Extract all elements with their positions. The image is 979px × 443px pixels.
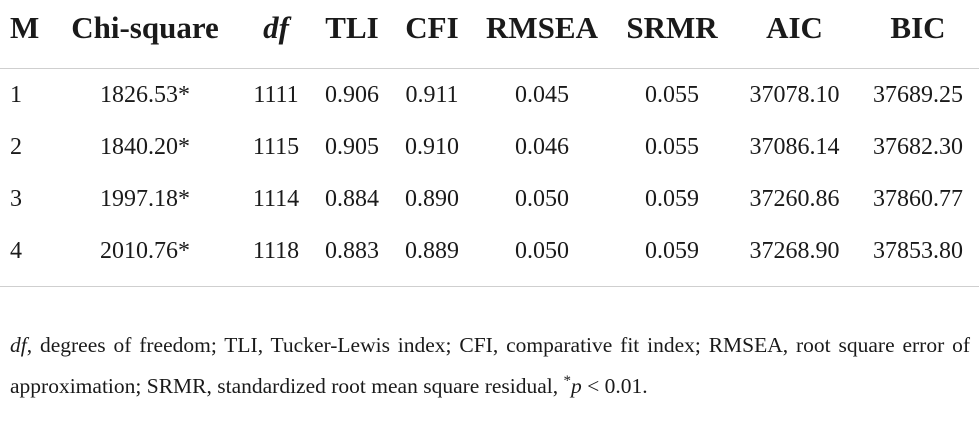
cell-rmsea: 0.046: [515, 133, 569, 160]
cell-rmsea: 0.045: [515, 81, 569, 108]
cell-srmr: 0.055: [645, 133, 699, 160]
cell-df: 1118: [252, 237, 300, 264]
cell-rmsea: 0.050: [515, 185, 569, 212]
cell-model: 3: [10, 185, 22, 212]
table-header: M Chi-square df TLI CFI RMSEA SRMR AIC B…: [0, 0, 979, 56]
cell-aic: 37086.14: [749, 133, 840, 160]
header-cfi: CFI: [405, 10, 459, 45]
fit-indices-table: M Chi-square df TLI CFI RMSEA SRMR AIC B…: [0, 0, 979, 287]
footnote-df-term: df: [10, 333, 27, 357]
cell-srmr: 0.059: [645, 237, 699, 264]
cell-rmsea: 0.050: [515, 237, 569, 264]
cell-srmr: 0.059: [645, 185, 699, 212]
header-srmr: SRMR: [626, 10, 718, 45]
footnote-p-threshold: < 0.01.: [581, 374, 648, 399]
table-row: 1 1826.53* 1111 0.906 0.911 0.045 0.055 …: [0, 69, 979, 121]
cell-df: 1111: [253, 81, 299, 108]
cell-cfi: 0.890: [405, 185, 459, 212]
cell-cfi: 0.911: [405, 81, 459, 108]
footnote-significance-star: *: [563, 373, 572, 389]
header-model: M: [10, 10, 40, 45]
cell-chi-square: 1840.20*: [100, 133, 190, 160]
bottom-divider: [0, 286, 979, 287]
cell-model: 4: [10, 237, 22, 264]
header-df: df: [263, 10, 289, 45]
footnote-definitions: , degrees of freedom; TLI, Tucker-Lewis …: [10, 333, 970, 399]
header-bic: BIC: [890, 10, 946, 45]
cell-tli: 0.883: [325, 237, 379, 264]
cell-cfi: 0.889: [405, 237, 459, 264]
cell-bic: 37860.77: [873, 185, 963, 212]
cell-srmr: 0.055: [645, 81, 699, 108]
cell-tli: 0.906: [325, 81, 379, 108]
table-row: 4 2010.76* 1118 0.883 0.889 0.050 0.059 …: [0, 225, 979, 277]
cell-tli: 0.905: [325, 133, 379, 160]
cell-model: 1: [10, 81, 22, 108]
table-row: 3 1997.18* 1114 0.884 0.890 0.050 0.059 …: [0, 173, 979, 225]
cell-tli: 0.884: [325, 185, 379, 212]
fit-table: M Chi-square df TLI CFI RMSEA SRMR AIC B…: [0, 0, 979, 287]
cell-aic: 37260.86: [749, 185, 840, 212]
header-rule-row: [0, 56, 979, 69]
header-aic: AIC: [766, 10, 823, 45]
cell-chi-square: 1826.53*: [100, 81, 190, 108]
cell-df: 1115: [252, 133, 300, 160]
table-row: 2 1840.20* 1115 0.905 0.910 0.046 0.055 …: [0, 121, 979, 173]
header-row: M Chi-square df TLI CFI RMSEA SRMR AIC B…: [0, 0, 979, 56]
cell-chi-square: 2010.76*: [100, 237, 190, 264]
cell-model: 2: [10, 133, 22, 160]
cell-aic: 37078.10: [749, 81, 840, 108]
header-rmsea: RMSEA: [486, 10, 598, 45]
cell-chi-square: 1997.18*: [100, 185, 190, 212]
table-body: 1 1826.53* 1111 0.906 0.911 0.045 0.055 …: [0, 56, 979, 287]
cell-bic: 37682.30: [873, 133, 963, 160]
cell-bic: 37689.25: [873, 81, 963, 108]
header-tli: TLI: [325, 10, 379, 45]
header-divider: [0, 68, 979, 69]
cell-aic: 37268.90: [749, 237, 840, 264]
cell-bic: 37853.80: [873, 237, 963, 264]
header-chi-square: Chi-square: [71, 10, 219, 45]
cell-df: 1114: [252, 185, 300, 212]
table-footnote: df, degrees of freedom; TLI, Tucker-Lewi…: [10, 327, 970, 404]
footnote-p-term: p: [571, 374, 582, 399]
cell-cfi: 0.910: [405, 133, 459, 160]
footer-rule-row: [0, 277, 979, 287]
